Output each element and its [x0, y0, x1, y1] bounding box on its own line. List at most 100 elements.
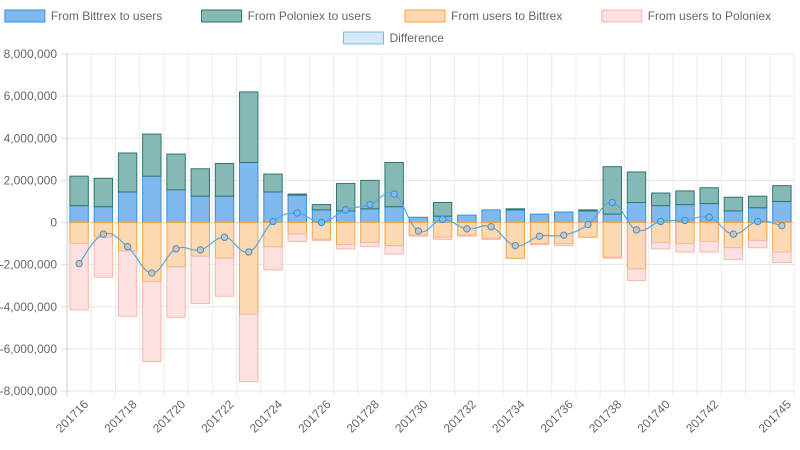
bar-from-users-to-poloniex-201719[interactable] [142, 280, 162, 363]
bar-from-users-to-bittrex-201728[interactable] [360, 222, 380, 244]
bar-from-users-to-bittrex-201724[interactable] [263, 222, 283, 248]
difference-point-201743[interactable] [729, 230, 738, 238]
bar-from-poloniex-to-users-201719[interactable] [142, 133, 162, 177]
bar-from-users-to-poloniex-201742[interactable] [699, 240, 719, 253]
bar-from-users-to-bittrex-201725[interactable] [287, 222, 307, 235]
bar-from-poloniex-to-users-201722[interactable] [214, 163, 235, 197]
difference-point-201736[interactable] [560, 231, 568, 239]
difference-point-201735[interactable] [535, 232, 544, 240]
difference-point-201727[interactable] [341, 206, 350, 214]
bar-from-poloniex-to-users-201739[interactable] [626, 171, 647, 203]
difference-point-201744[interactable] [753, 217, 762, 226]
bar-from-poloniex-to-users-201720[interactable] [166, 153, 186, 191]
bar-from-users-to-poloniex-201724[interactable] [263, 246, 283, 271]
bar-from-users-to-poloniex-201722[interactable] [214, 257, 235, 297]
bar-from-users-to-bittrex-201716[interactable] [69, 222, 89, 245]
difference-point-201726[interactable] [317, 218, 326, 227]
bar-from-poloniex-to-users-201718[interactable] [117, 152, 138, 193]
bar-from-users-to-poloniex-201736[interactable] [554, 243, 574, 247]
bar-from-users-to-bittrex-201729[interactable] [384, 222, 404, 247]
bar-from-users-to-poloniex-201728[interactable] [360, 242, 380, 248]
bar-from-poloniex-to-users-201731[interactable] [432, 201, 453, 217]
difference-point-201728[interactable] [366, 200, 374, 209]
legend-item-1[interactable]: From Poloniex to users [201, 9, 371, 23]
bar-from-users-to-bittrex-201742[interactable] [699, 222, 719, 242]
bar-from-bittrex-to-users-201732[interactable] [457, 214, 477, 224]
difference-point-201725[interactable] [293, 209, 301, 217]
bar-from-bittrex-to-users-201736[interactable] [554, 211, 574, 223]
bar-from-poloniex-to-users-201744[interactable] [747, 195, 768, 209]
bar-from-poloniex-to-users-201721[interactable] [190, 168, 210, 197]
legend-item-4[interactable]: Difference [343, 31, 445, 45]
bar-from-poloniex-to-users-201737[interactable] [578, 209, 598, 212]
bar-from-users-to-bittrex-201720[interactable] [166, 222, 186, 268]
bar-from-users-to-poloniex-201725[interactable] [287, 233, 307, 242]
difference-point-201738[interactable] [608, 198, 616, 207]
bar-from-poloniex-to-users-201724[interactable] [263, 173, 283, 193]
difference-point-201739[interactable] [632, 226, 641, 234]
difference-point-201721[interactable] [196, 246, 204, 254]
difference-point-201730[interactable] [414, 227, 423, 235]
bar-from-users-to-poloniex-201721[interactable] [190, 255, 210, 305]
bar-from-users-to-bittrex-201738[interactable] [602, 222, 622, 258]
difference-point-201745[interactable] [778, 221, 786, 230]
bar-from-poloniex-to-users-201742[interactable] [699, 187, 719, 205]
bar-from-poloniex-to-users-201717[interactable] [93, 177, 114, 208]
bar-from-users-to-bittrex-201727[interactable] [335, 222, 356, 246]
bar-from-bittrex-to-users-201723[interactable] [239, 161, 259, 224]
difference-point-201720[interactable] [172, 245, 180, 253]
bar-from-poloniex-to-users-201734[interactable] [505, 208, 526, 211]
legend-item-3[interactable]: From users to Poloniex [601, 9, 771, 23]
difference-point-201724[interactable] [269, 217, 277, 226]
bar-from-bittrex-to-users-201745[interactable] [772, 200, 792, 223]
bar-from-bittrex-to-users-201730[interactable] [408, 216, 429, 223]
legend-item-2[interactable]: From users to Bittrex [404, 9, 562, 23]
bar-from-users-to-poloniex-201718[interactable] [117, 250, 138, 317]
bar-from-users-to-bittrex-201741[interactable] [675, 222, 695, 245]
bar-from-bittrex-to-users-201717[interactable] [93, 206, 114, 223]
bar-from-users-to-poloniex-201732[interactable] [457, 234, 477, 237]
bar-from-users-to-poloniex-201743[interactable] [723, 247, 744, 260]
bar-from-poloniex-to-users-201741[interactable] [675, 190, 695, 206]
bar-from-users-to-poloniex-201727[interactable] [335, 244, 356, 250]
bar-from-poloniex-to-users-201745[interactable] [772, 185, 792, 202]
bar-from-users-to-poloniex-201744[interactable] [747, 239, 768, 249]
bar-from-bittrex-to-users-201734[interactable] [505, 209, 526, 224]
bar-from-bittrex-to-users-201721[interactable] [190, 195, 210, 223]
bar-from-users-to-poloniex-201735[interactable] [529, 243, 550, 246]
bar-from-users-to-bittrex-201734[interactable] [505, 222, 526, 259]
bar-from-poloniex-to-users-201726[interactable] [311, 204, 332, 211]
bar-from-poloniex-to-users-201729[interactable] [384, 161, 404, 208]
bar-from-users-to-poloniex-201723[interactable] [239, 313, 259, 383]
bar-from-bittrex-to-users-201716[interactable] [69, 205, 89, 223]
bar-from-bittrex-to-users-201739[interactable] [626, 201, 647, 224]
difference-point-201723[interactable] [245, 248, 253, 256]
bar-from-users-to-poloniex-201730[interactable] [408, 234, 429, 237]
difference-point-201742[interactable] [705, 213, 713, 221]
difference-point-201718[interactable] [123, 243, 132, 251]
bar-from-users-to-bittrex-201731[interactable] [432, 222, 453, 238]
legend-item-0[interactable]: From Bittrex to users [4, 9, 162, 23]
difference-point-201741[interactable] [681, 216, 689, 225]
bar-from-users-to-poloniex-201716[interactable] [69, 243, 89, 311]
bar-from-bittrex-to-users-201718[interactable] [117, 191, 138, 224]
difference-point-201729[interactable] [390, 190, 398, 198]
bar-from-users-to-poloniex-201733[interactable] [481, 237, 501, 240]
bar-from-users-to-poloniex-201741[interactable] [675, 243, 695, 253]
bar-from-users-to-bittrex-201744[interactable] [747, 222, 768, 241]
bar-from-bittrex-to-users-201729[interactable] [384, 206, 404, 223]
difference-point-201733[interactable] [487, 223, 495, 231]
bar-from-bittrex-to-users-201738[interactable] [602, 213, 622, 223]
bar-from-bittrex-to-users-201722[interactable] [214, 195, 235, 223]
difference-point-201737[interactable] [584, 220, 592, 229]
bar-from-users-to-bittrex-201740[interactable] [651, 222, 671, 244]
bar-from-users-to-bittrex-201723[interactable] [239, 222, 259, 315]
bar-from-poloniex-to-users-201743[interactable] [723, 196, 744, 212]
bar-from-bittrex-to-users-201743[interactable] [723, 210, 744, 223]
bar-from-users-to-poloniex-201729[interactable] [384, 245, 404, 255]
bar-from-users-to-poloniex-201738[interactable] [602, 256, 622, 259]
bar-from-users-to-poloniex-201726[interactable] [311, 238, 332, 241]
bar-from-bittrex-to-users-201733[interactable] [481, 209, 501, 224]
difference-point-201734[interactable] [511, 241, 520, 250]
bar-from-bittrex-to-users-201725[interactable] [287, 194, 307, 223]
